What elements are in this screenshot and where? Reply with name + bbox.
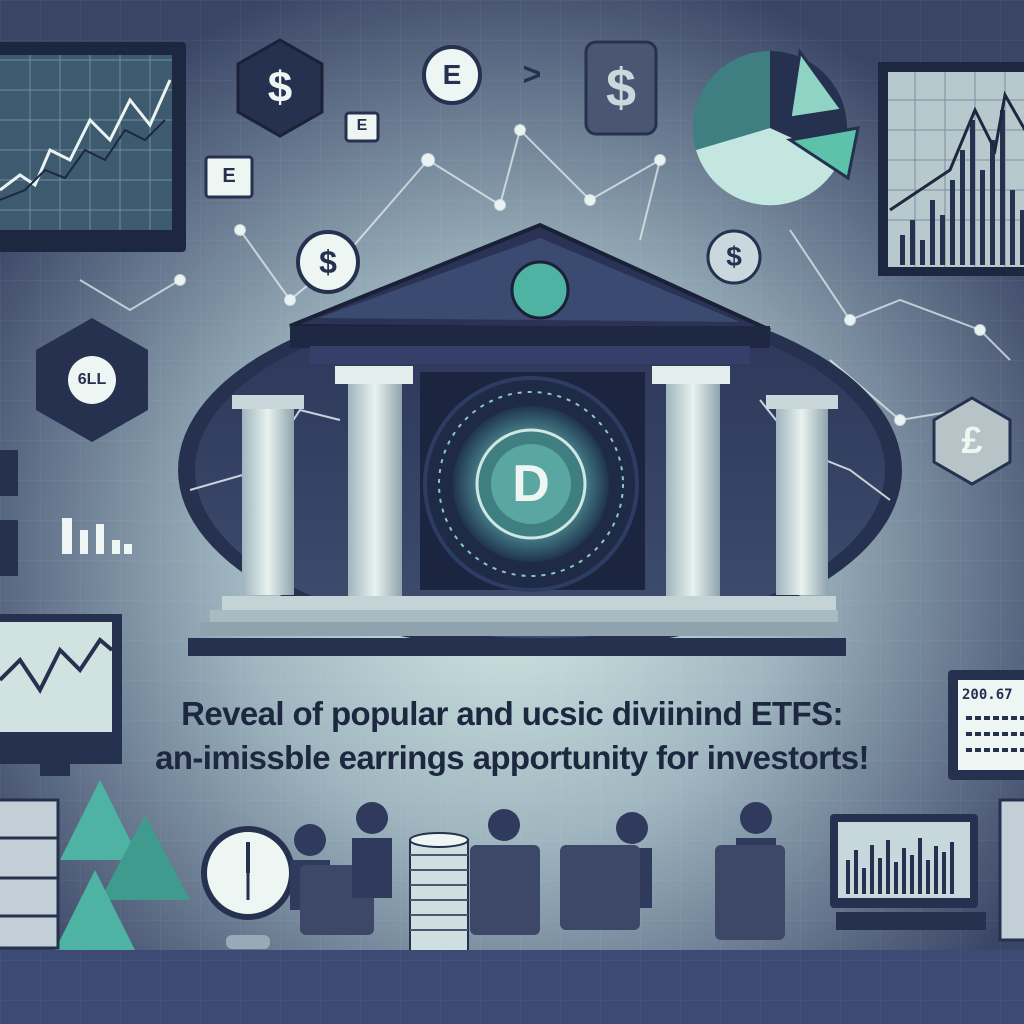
teal-trees — [55, 780, 190, 950]
e-circle-top — [422, 45, 482, 105]
vault-door — [420, 372, 645, 592]
monitor-lower-right — [948, 670, 1024, 780]
file-cabinet — [0, 798, 60, 950]
pie-chart-icon — [692, 48, 860, 206]
dollar-hexagon-top — [236, 38, 324, 138]
coin-stack — [409, 832, 469, 953]
chevron-icon: > — [522, 56, 542, 92]
pound-hex-right-glyph: £ — [961, 420, 983, 462]
monitor-top-right — [878, 62, 1024, 276]
dollar-hex-top-glyph: $ — [267, 63, 293, 112]
small-e-tile-1-glyph: E — [356, 117, 368, 134]
dollar-circle-right-glyph: $ — [726, 241, 742, 272]
left-hex-code-glyph: 6LL — [77, 371, 107, 388]
monitor-top-left — [0, 42, 186, 252]
left-hexagon — [36, 318, 148, 442]
dollar-square-top-glyph: $ — [605, 58, 637, 118]
headline: Reveal of popular and ucsic diviinind ET… — [0, 692, 1024, 780]
headline-line-2: an-imissble earrings apportunity for inv… — [155, 739, 869, 776]
small-e-tile-1 — [344, 111, 380, 143]
monitor-lower-left — [0, 614, 122, 776]
bank-steps — [188, 596, 846, 656]
dollar-circle-right — [706, 229, 762, 285]
bank-roof — [289, 222, 771, 364]
dollar-circle-mid-glyph: $ — [319, 244, 337, 280]
headline-line-1: Reveal of popular and ucsic diviinind ET… — [181, 695, 843, 732]
small-e-tile-2 — [204, 155, 254, 199]
small-e-tile-2-glyph: E — [222, 165, 236, 187]
dollar-circle-mid — [296, 230, 360, 294]
dollar-square-top — [584, 40, 658, 136]
vault-letter-glyph: D — [512, 455, 550, 513]
pound-hexagon-right — [932, 396, 1012, 486]
left-edge-panels — [0, 450, 132, 576]
e-circle-top-glyph: E — [442, 59, 462, 90]
desk-monitor — [830, 798, 1024, 942]
bank-pillars — [232, 366, 838, 596]
investor-silhouettes — [290, 802, 785, 940]
monitor-digits-glyph: 200.67 — [962, 687, 1013, 703]
